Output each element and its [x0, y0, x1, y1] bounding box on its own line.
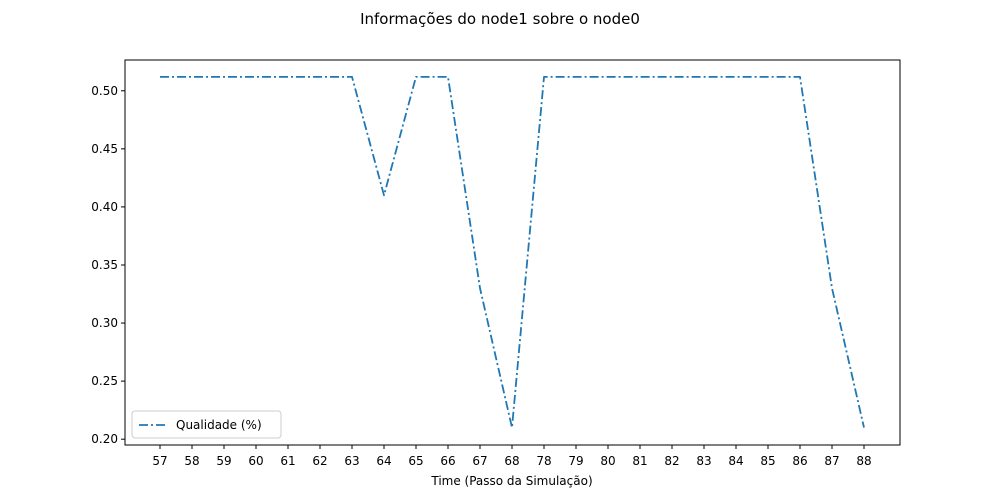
- legend-entry: Qualidade (%): [176, 418, 262, 432]
- x-axis: 57 58 59 60 61 62 63 64 65 66 67 68 78 79 80 81 82 83 84 85…: [152, 445, 872, 468]
- legend: Qualidade (%): [131, 410, 282, 439]
- x-tick-label: 60: [248, 454, 263, 468]
- x-tick-label: 84: [728, 454, 743, 468]
- x-tick-label: 86: [792, 454, 807, 468]
- x-tick-label: 63: [344, 454, 359, 468]
- y-tick-label: 0.50: [91, 84, 118, 98]
- x-tick-label: 64: [376, 454, 391, 468]
- x-tick-label: 88: [856, 454, 871, 468]
- series-line: [160, 75, 865, 429]
- x-tick-label: 66: [440, 454, 455, 468]
- x-tick-label: 85: [760, 454, 775, 468]
- y-tick-label: 0.20: [91, 432, 118, 446]
- x-tick-label: 79: [568, 454, 583, 468]
- x-tick-label: 59: [216, 454, 231, 468]
- plot-frame: [124, 59, 901, 446]
- series-group: [160, 75, 865, 429]
- x-tick-label: 61: [280, 454, 295, 468]
- y-axis: 0.20 0.25 0.30 0.35 0.40 0.45 0.50: [91, 84, 125, 446]
- x-tick-label: 57: [152, 454, 167, 468]
- x-tick-label: 81: [632, 454, 647, 468]
- x-tick-label: 68: [504, 454, 519, 468]
- y-tick-label: 0.25: [91, 374, 118, 388]
- y-tick-label: 0.45: [91, 142, 118, 156]
- x-tick-label: 65: [408, 454, 423, 468]
- x-tick-label: 87: [824, 454, 839, 468]
- x-tick-label: 58: [184, 454, 199, 468]
- x-tick-label: 78: [536, 454, 551, 468]
- y-tick-label: 0.40: [91, 200, 118, 214]
- y-tick-label: 0.35: [91, 258, 118, 272]
- y-tick-label: 0.30: [91, 316, 118, 330]
- x-axis-label: Time (Passo da Simulação): [430, 474, 592, 488]
- chart-title: Informações do node1 sobre o node0: [360, 10, 640, 28]
- x-tick-label: 67: [472, 454, 487, 468]
- x-tick-label: 62: [312, 454, 327, 468]
- legend-box: [131, 410, 282, 439]
- x-tick-label: 82: [664, 454, 679, 468]
- x-tick-label: 83: [696, 454, 711, 468]
- x-tick-label: 80: [600, 454, 615, 468]
